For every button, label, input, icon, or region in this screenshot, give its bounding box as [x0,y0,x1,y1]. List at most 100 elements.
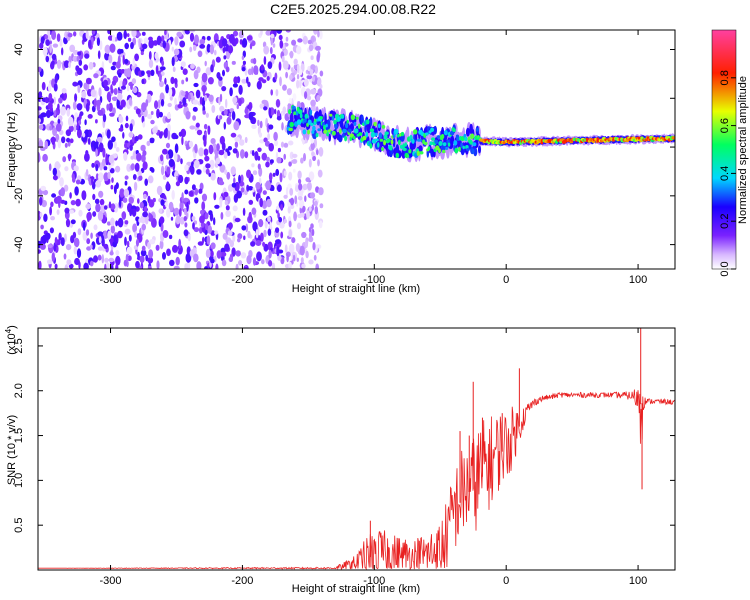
spectrogram-cell [128,234,132,242]
spectrogram-cell [85,203,92,210]
spectrogram-signal-cell [418,145,423,153]
spectrogram-cell [237,237,241,243]
spectrogram-cell [179,40,186,48]
spectrogram-cell [192,106,198,112]
spectrogram-signal-cell [383,134,388,140]
spectrogram-cell [58,232,62,241]
spectrogram-cell [99,162,103,171]
spectrogram-cell [317,169,323,178]
spectrogram-cell [141,70,145,76]
spectrogram-cell [214,204,220,209]
spectrogram-cell [208,210,213,216]
spectrogram-cell [141,245,146,252]
spectrogram-cell [231,247,236,257]
snr-series-line [38,389,675,570]
spectrogram-cell [68,61,72,69]
spectrogram-cell [69,192,72,199]
spectrogram-cell [277,147,281,153]
spectrogram-cell [156,108,160,119]
spectrogram-cell [85,30,89,39]
spectrogram-cell [319,30,323,40]
spectrogram-cell [285,30,291,33]
spectrogram-cell [251,150,255,157]
spectrogram-cell [275,168,280,177]
spectrogram-cell [137,134,143,140]
spectrogram-cell [203,148,209,156]
spectrogram-cell [162,148,168,155]
spectrogram-cell [138,218,142,223]
spectrogram-signal-cell [311,130,315,134]
spectrogram-cell [72,50,79,55]
spectrogram-cell [143,37,149,44]
spectrogram-cell [52,167,57,176]
spectrogram-cell [61,47,64,56]
spectrogram-cell [247,81,251,88]
spectrogram-cell [111,34,116,43]
spectrogram-cell [190,63,195,70]
spectrogram-cell [288,171,293,181]
spectrogram-cell [42,189,49,196]
spectrogram-cell [108,165,112,170]
spectrogram-cell [177,244,183,255]
spectrogram-signal-cell [400,131,405,137]
spectrogram-signal-cell [371,138,377,144]
spectrogram-cell [39,212,43,218]
spectrogram-cell [166,153,170,160]
spectrogram-cell [40,36,45,45]
spectrogram-signal-cell [375,138,379,142]
spectrogram-signal-cell [402,147,407,151]
spectrogram-cell [303,153,306,162]
spectrogram-cell [184,222,188,228]
spectrogram-cell [140,51,144,56]
spectrogram-cell [166,248,171,257]
spectrogram-signal-cell [625,138,630,143]
spectrogram-cell [311,228,315,237]
spectrogram-cell [167,102,172,108]
spectrogram-cell [111,80,117,86]
spectrogram-cell [75,179,81,185]
spectrogram-cell [303,78,309,87]
spectrogram-cell [310,55,314,60]
spectrogram-cell [274,139,279,147]
spectrogram-cell [103,79,108,88]
spectrogram-cell [178,208,182,217]
spectrogram-cell [182,68,188,75]
spectrogram-cell [301,231,307,239]
spectrogram-cell [148,212,152,219]
spectrogram-cell [278,61,282,71]
spectrogram-cell [202,86,206,97]
spectrogram-cell [150,167,155,173]
spectrogram-cell [168,234,173,240]
spectrogram-signal-cell [379,138,384,142]
spectrogram-cell [266,156,270,162]
spectrogram-signal-cell [370,131,376,138]
colorbar-tick-label: 0.8 [719,70,731,85]
y-tick-label: 2.0 [13,383,25,398]
spectrogram-cell [111,177,114,183]
spectrogram-cell [301,263,306,269]
spectrogram-cell [231,182,237,188]
spectrogram-cell [308,158,312,168]
spectrogram-cell [257,119,260,127]
spectrogram-cell [267,216,271,222]
x-tick-label: -300 [100,274,122,286]
spectrogram-cell [159,239,164,250]
spectrogram-cell [132,57,135,67]
spectrogram-cell [73,237,80,248]
spectrogram-cell [77,120,82,125]
spectrogram-cell [168,87,173,97]
spectrogram-cell [284,244,288,253]
spectrogram-cell [109,112,115,117]
spectrogram-cell [86,212,92,221]
spectrogram-cell [121,211,127,220]
spectrogram-cell [227,45,234,54]
spectrogram-cell [230,132,237,138]
spectrogram-cell [99,40,103,51]
spectrogram-cell [124,180,128,186]
spectrogram-cell [180,158,183,165]
spectrogram-cell [233,121,240,131]
spectrogram-signal-cell [411,138,415,144]
spectrogram-cell [210,64,214,73]
spectrogram-cell [232,83,238,88]
spectrogram-cell [56,195,62,204]
